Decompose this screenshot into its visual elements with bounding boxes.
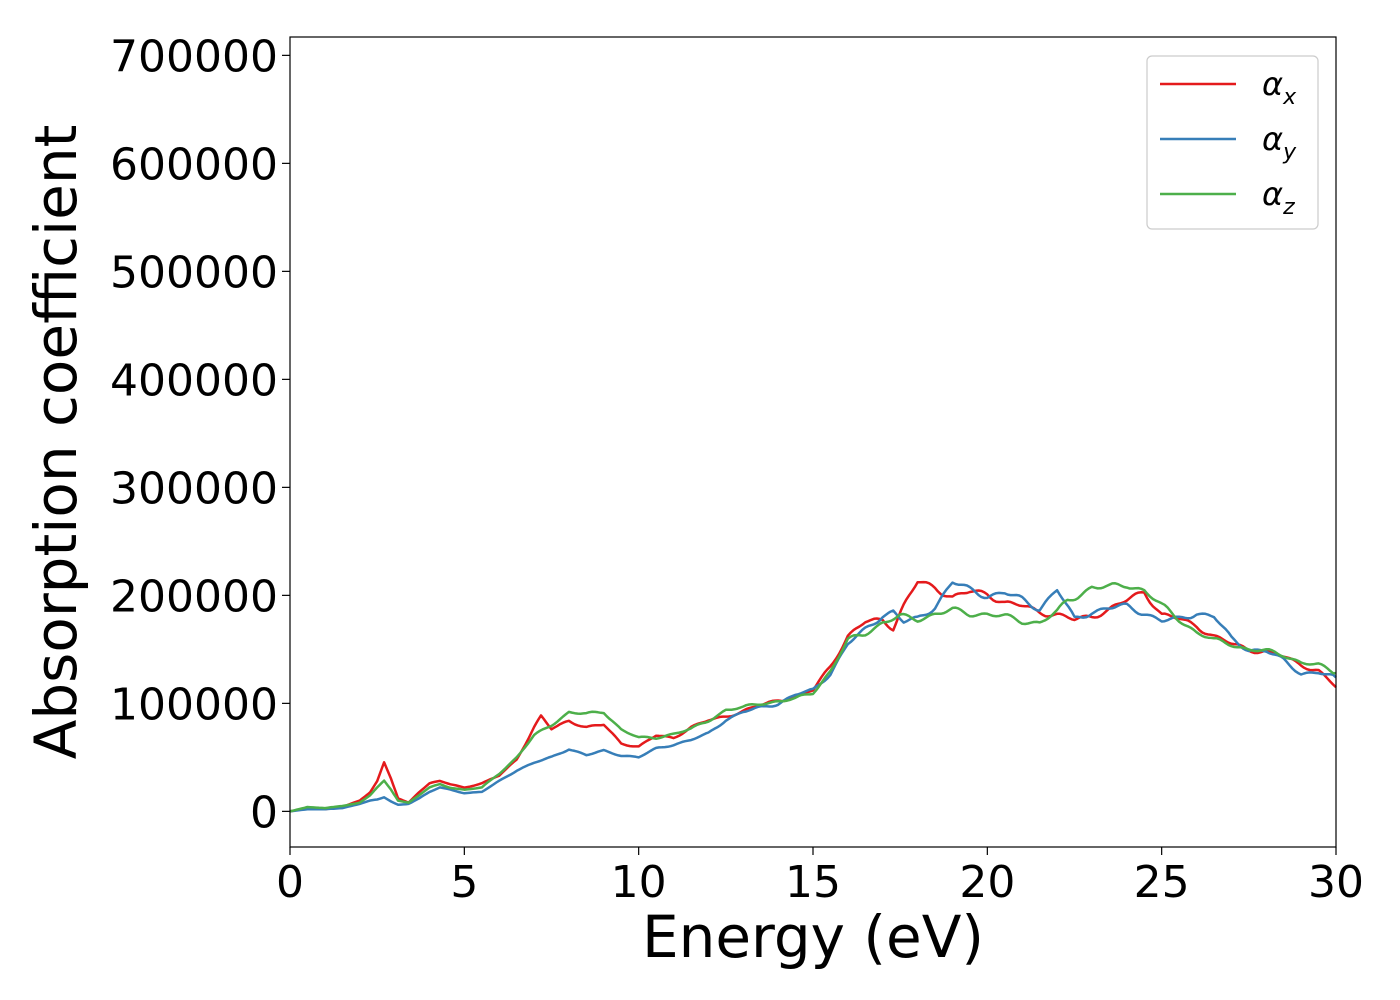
y-tick-label: 0 <box>250 787 278 838</box>
x-axis-title: Energy (eV) <box>642 903 984 971</box>
y-tick-label: 500000 <box>110 247 278 298</box>
y-axis: 0 100000 200000 300000 400000 500000 600000 700… <box>110 31 290 838</box>
x-tick-label: 0 <box>276 857 304 908</box>
series-line-alpha-x <box>289 580 1337 813</box>
y-tick-label: 600000 <box>110 139 278 190</box>
series-layer <box>289 580 1337 813</box>
legend-label-alpha-x: αx <box>1262 65 1297 110</box>
y-tick-label: 100000 <box>110 679 278 730</box>
y-tick-label: 300000 <box>110 463 278 514</box>
y-tick-label: 700000 <box>110 31 278 82</box>
series-line-alpha-y <box>289 581 1337 813</box>
legend: αx αy αz <box>1146 55 1319 230</box>
legend-box <box>1146 55 1319 230</box>
x-axis: 0 5 10 15 20 25 30 <box>276 847 1364 908</box>
legend-label-alpha-z: αz <box>1262 175 1295 220</box>
series-line-alpha-z <box>289 582 1337 813</box>
y-tick-label: 400000 <box>110 355 278 406</box>
x-tick-label: 5 <box>450 857 478 908</box>
x-tick-label: 10 <box>611 857 667 908</box>
legend-label-alpha-y: αy <box>1262 120 1297 165</box>
x-tick-label: 20 <box>959 857 1015 908</box>
x-tick-label: 30 <box>1308 857 1364 908</box>
y-tick-label: 200000 <box>110 571 278 622</box>
x-tick-label: 15 <box>785 857 841 908</box>
y-axis-title: Absorption coefficient <box>22 125 90 760</box>
x-tick-label: 25 <box>1134 857 1190 908</box>
